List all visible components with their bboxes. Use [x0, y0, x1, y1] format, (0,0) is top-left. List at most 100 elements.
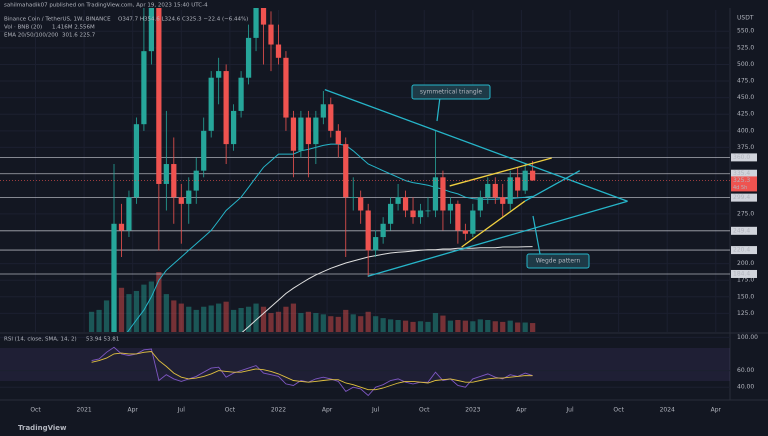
- x-tick-label: Apr: [711, 407, 722, 414]
- x-tick-label: 2024: [660, 407, 675, 414]
- volume-bar: [171, 300, 177, 332]
- trend-line: [324, 89, 628, 202]
- y-tick-label: 150.0: [737, 293, 754, 300]
- volume-bar: [417, 321, 424, 332]
- volume-bar: [186, 306, 192, 332]
- volume-bar: [447, 320, 454, 332]
- x-tick-label: Jul: [371, 407, 380, 414]
- candle-body: [216, 71, 222, 78]
- y-tick-label: 500.0: [737, 61, 754, 68]
- level-label: 220.4: [733, 247, 750, 254]
- footer: TradingView: [18, 424, 67, 432]
- annotation-box: [526, 253, 590, 269]
- volume-bar: [492, 321, 498, 332]
- candle-body: [417, 210, 424, 218]
- volume-bar: [141, 284, 147, 332]
- candle-body: [425, 210, 431, 212]
- level-tag: [731, 153, 757, 162]
- candle-body: [178, 197, 184, 204]
- volume-bar: [253, 303, 259, 332]
- candle-body: [455, 203, 461, 231]
- overlay: [0, 89, 730, 277]
- candle-body: [387, 203, 394, 224]
- y-tick-label: 550.0: [737, 28, 754, 35]
- candle-body: [373, 237, 379, 251]
- candle-body: [163, 164, 169, 184]
- price-pane: [0, 8, 730, 332]
- level-tag: [731, 193, 757, 202]
- volume-bar: [380, 318, 386, 332]
- volume-bar: [103, 300, 110, 332]
- candle-body: [238, 77, 244, 111]
- level-tag: [731, 246, 757, 255]
- candle-body: [462, 230, 468, 234]
- volume-values: 1.416M 2.556M: [52, 25, 95, 31]
- volume-bar: [530, 323, 536, 332]
- volume-bar: [373, 316, 379, 332]
- rsi-sma-line: [91, 351, 533, 391]
- volume-bar: [118, 287, 125, 332]
- candle-body: [395, 197, 401, 204]
- trend-line: [524, 170, 581, 202]
- ema-line: [241, 246, 533, 332]
- y-tick-label: 525.0: [737, 44, 754, 51]
- candle-body: [223, 71, 229, 145]
- last-price-label: 325.3: [733, 177, 750, 184]
- candle-body: [156, 8, 162, 184]
- candle-body: [298, 117, 304, 151]
- candle-body: [320, 104, 326, 118]
- volume-bar: [410, 321, 416, 332]
- candle-body: [500, 197, 506, 204]
- ema-label: EMA 20/50/100/200: [4, 33, 59, 39]
- volume-bar: [485, 320, 491, 332]
- candle-body: [358, 197, 364, 211]
- candle-body: [230, 110, 237, 145]
- volume-bar: [283, 306, 289, 332]
- last-price-tag: [731, 176, 757, 192]
- x-tick-label: Apr: [127, 407, 138, 414]
- volume-bar: [313, 313, 319, 332]
- candle-body: [470, 210, 476, 234]
- candle-body: [343, 144, 349, 198]
- candle-body: [492, 183, 498, 198]
- y-tick-label: 375.0: [737, 144, 754, 151]
- y-tick-label: 400.0: [737, 127, 754, 134]
- candle-body: [410, 210, 416, 218]
- level-tag: [731, 269, 757, 278]
- rsi-title: RSI (14, close, SMA, 14, 2): [4, 337, 77, 343]
- volume-bar: [455, 320, 461, 332]
- volume-bar: [350, 314, 356, 332]
- ema-line: [126, 143, 533, 332]
- level-label: 249.4: [733, 227, 750, 234]
- x-tick-label: Apr: [322, 407, 333, 414]
- volume-bar: [500, 321, 506, 332]
- volume-bar: [268, 313, 274, 332]
- volume-bar: [126, 294, 132, 332]
- candle-body: [290, 117, 297, 151]
- trend-line: [449, 157, 552, 187]
- volume-bar: [440, 315, 446, 332]
- level-label: 184.4: [733, 270, 750, 277]
- y-tick-label: 125.0: [737, 310, 754, 317]
- candle-body: [447, 203, 454, 211]
- volume-bar: [193, 309, 199, 332]
- volume-bar: [507, 320, 513, 332]
- candle-body: [485, 183, 491, 198]
- candle-body: [402, 197, 409, 211]
- candle-body: [111, 223, 117, 332]
- level-label: 299.4: [733, 194, 750, 201]
- candle-body: [193, 170, 199, 191]
- volume-bar: [260, 306, 267, 332]
- ema-values: 301.6 225.7: [62, 33, 96, 39]
- x-tick-label: 2022: [271, 407, 286, 414]
- volume-bar: [522, 322, 528, 332]
- rsi-tick-label: 60.00: [737, 367, 754, 374]
- x-tick-label: Apr: [516, 407, 527, 414]
- candle-body: [515, 177, 521, 191]
- volume-bar: [305, 311, 311, 332]
- volume-bar: [462, 320, 468, 332]
- x-tick-label: 2021: [76, 407, 91, 414]
- volume-bar: [96, 309, 102, 332]
- candle-body: [171, 164, 177, 198]
